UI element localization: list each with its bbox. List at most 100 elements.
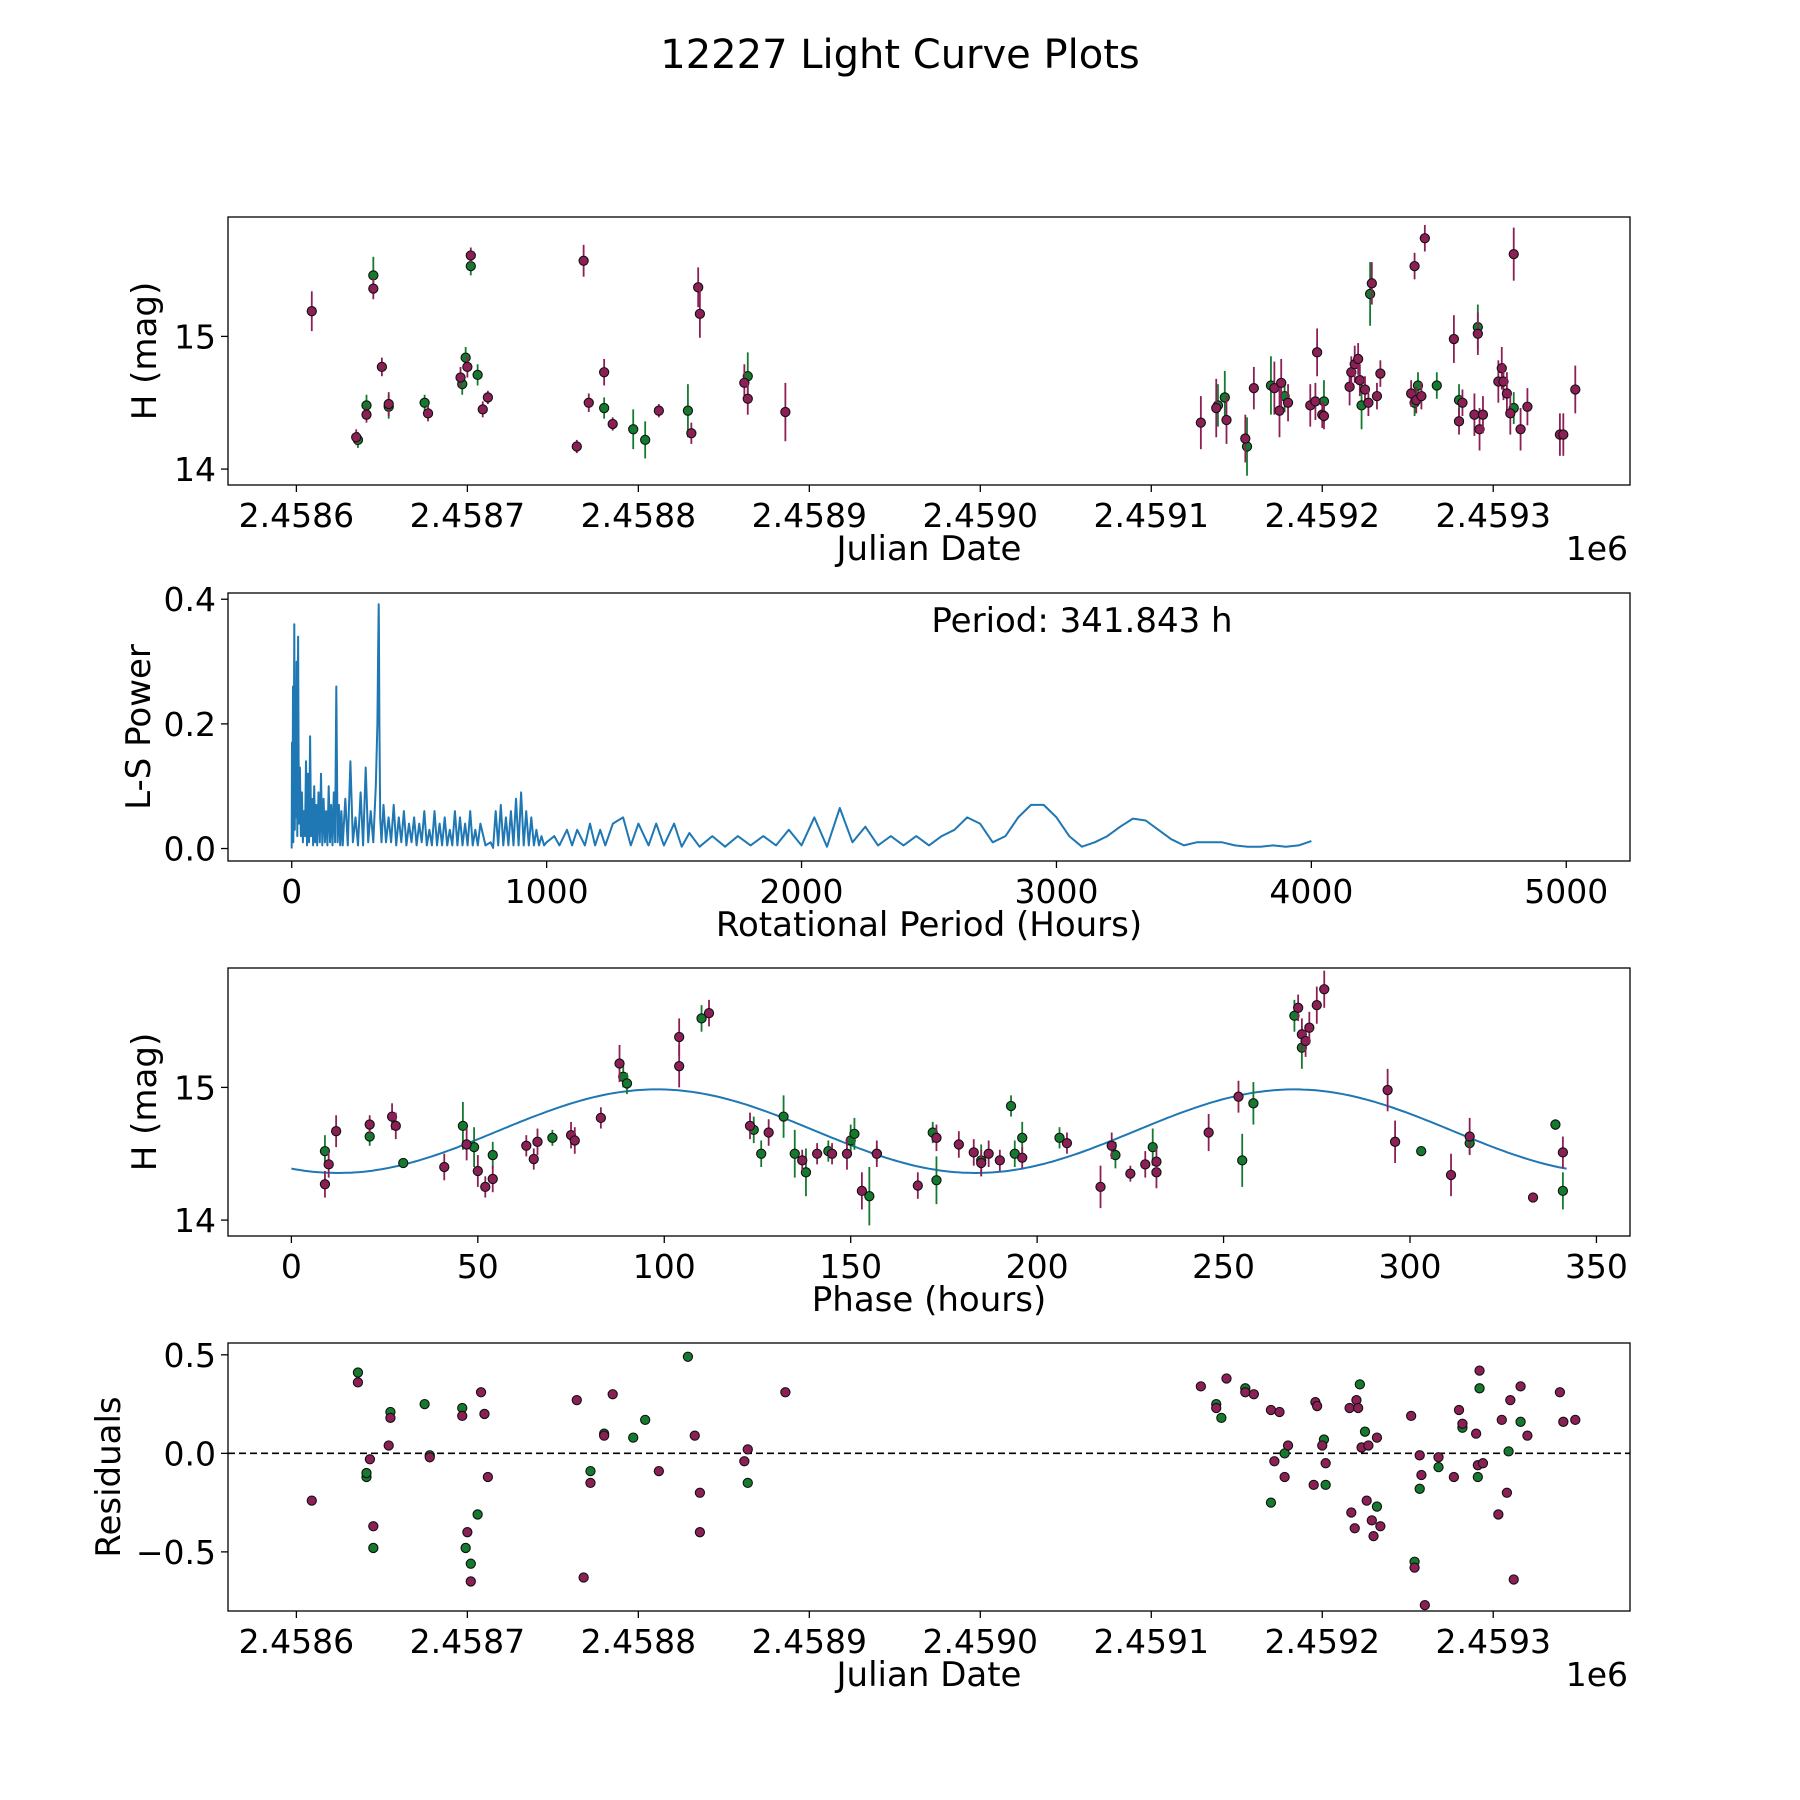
x-tick-label: 2.4592 xyxy=(1265,1622,1380,1661)
purple-data-point xyxy=(976,1157,987,1169)
x-tick-label: 3000 xyxy=(1014,872,1098,911)
green-data-point xyxy=(1472,1471,1483,1483)
purple-data-point xyxy=(1515,424,1526,435)
purple-data-point xyxy=(1570,384,1581,395)
purple-data-point xyxy=(571,1394,582,1406)
purple-data-point xyxy=(1366,278,1377,289)
x-tick-label: 2.4589 xyxy=(752,496,867,535)
purple-data-point xyxy=(368,1521,379,1532)
purple-data-point xyxy=(598,367,610,378)
green-data-point xyxy=(1416,1145,1427,1157)
purple-data-point xyxy=(361,409,372,420)
purple-data-point xyxy=(1061,1137,1073,1149)
green-data-point xyxy=(1364,288,1376,300)
purple-data-point xyxy=(1477,1458,1489,1469)
purple-data-point xyxy=(1363,397,1374,408)
purple-data-point xyxy=(1445,1169,1457,1181)
purple-data-point xyxy=(841,1148,853,1159)
purple-data-point xyxy=(1505,408,1516,419)
purple-data-point xyxy=(475,1387,487,1398)
purple-data-point xyxy=(472,1165,483,1177)
purple-data-point xyxy=(1354,375,1366,386)
purple-data-point xyxy=(480,1181,491,1193)
x-tick-label: 50 xyxy=(457,1247,499,1286)
purple-data-point xyxy=(532,1136,543,1147)
periodogram-axes-frame xyxy=(227,592,1631,862)
figure-title: 12227 Light Curve Plots xyxy=(660,32,1139,78)
purple-data-point xyxy=(1375,1521,1386,1532)
x-tick-label: 2.4590 xyxy=(923,496,1038,535)
purple-data-point xyxy=(1515,1381,1526,1392)
y-tick-label: 0.0 xyxy=(164,830,216,869)
purple-data-point xyxy=(1406,1410,1417,1422)
purple-data-point xyxy=(376,361,388,373)
purple-data-point xyxy=(1457,1418,1468,1429)
purple-data-point xyxy=(385,1412,396,1424)
purple-data-point xyxy=(1419,233,1430,244)
purple-data-point xyxy=(968,1147,979,1158)
purple-data-point xyxy=(390,1120,401,1132)
purple-data-point xyxy=(931,1132,942,1143)
purple-data-point xyxy=(1240,1387,1251,1398)
purple-data-point xyxy=(528,1153,539,1165)
purple-data-point xyxy=(1496,363,1507,374)
x-tick-label: 350 xyxy=(1565,1247,1628,1286)
purple-data-point xyxy=(983,1148,994,1159)
purple-data-point xyxy=(994,1155,1005,1166)
residuals-axes-frame xyxy=(227,1342,1631,1612)
purple-data-point xyxy=(1195,1381,1207,1392)
x-tick-label: 200 xyxy=(1006,1247,1069,1286)
green-data-point xyxy=(1371,1501,1383,1512)
purple-data-point xyxy=(1558,1416,1569,1427)
purple-data-point xyxy=(1274,1406,1285,1418)
purple-data-point xyxy=(1474,1365,1485,1376)
purple-data-point xyxy=(422,408,434,419)
purple-data-point xyxy=(306,306,317,317)
purple-data-point xyxy=(1319,984,1330,995)
green-data-point xyxy=(585,1465,596,1477)
green-data-point xyxy=(849,1128,860,1139)
green-data-point xyxy=(1550,1119,1561,1130)
y-tick-label: −0.5 xyxy=(136,1533,216,1572)
green-data-point xyxy=(361,1467,372,1479)
x-tick-label: 250 xyxy=(1192,1247,1255,1286)
purple-data-point xyxy=(607,1389,618,1400)
purple-data-point xyxy=(477,404,488,415)
light-curve-xlabel: Julian Date xyxy=(835,529,1022,569)
purple-data-point xyxy=(1095,1181,1106,1193)
purple-data-point xyxy=(462,1527,473,1538)
green-data-point xyxy=(640,1414,651,1426)
purple-data-point xyxy=(674,1031,685,1043)
purple-data-point xyxy=(1501,1487,1513,1498)
green-data-point xyxy=(1433,1461,1444,1473)
purple-data-point xyxy=(1279,1471,1290,1483)
green-data-point xyxy=(621,1078,633,1089)
purple-data-point xyxy=(1493,1509,1504,1520)
purple-data-point xyxy=(703,1007,715,1019)
purple-data-point xyxy=(694,1487,706,1498)
purple-data-point xyxy=(1498,376,1509,387)
purple-data-point xyxy=(455,372,466,383)
purple-data-point xyxy=(1140,1159,1151,1170)
purple-data-point xyxy=(1416,390,1427,402)
purple-data-point xyxy=(1477,409,1489,420)
green-data-point xyxy=(1354,1379,1366,1390)
purple-data-point xyxy=(1248,382,1260,394)
purple-data-point xyxy=(1233,1091,1244,1102)
purple-data-point xyxy=(953,1139,964,1150)
green-data-point xyxy=(1515,1416,1526,1427)
purple-data-point xyxy=(653,405,665,416)
purple-data-point xyxy=(1419,1599,1430,1611)
purple-data-point xyxy=(856,1185,868,1197)
green-data-point xyxy=(682,1351,694,1362)
purple-data-point xyxy=(1416,1469,1427,1481)
purple-data-point xyxy=(742,393,753,404)
purple-data-point xyxy=(739,1456,750,1467)
light-curve-panel: 2.4586 2.4587 2.4588 2.4589 2.4590 2.4591 2.45… xyxy=(125,216,1631,569)
purple-data-point xyxy=(1382,1084,1393,1096)
purple-data-point xyxy=(1203,1127,1214,1138)
purple-data-point xyxy=(1311,347,1323,358)
purple-data-point xyxy=(1501,388,1513,399)
y-tick-label: 15 xyxy=(174,1068,216,1107)
